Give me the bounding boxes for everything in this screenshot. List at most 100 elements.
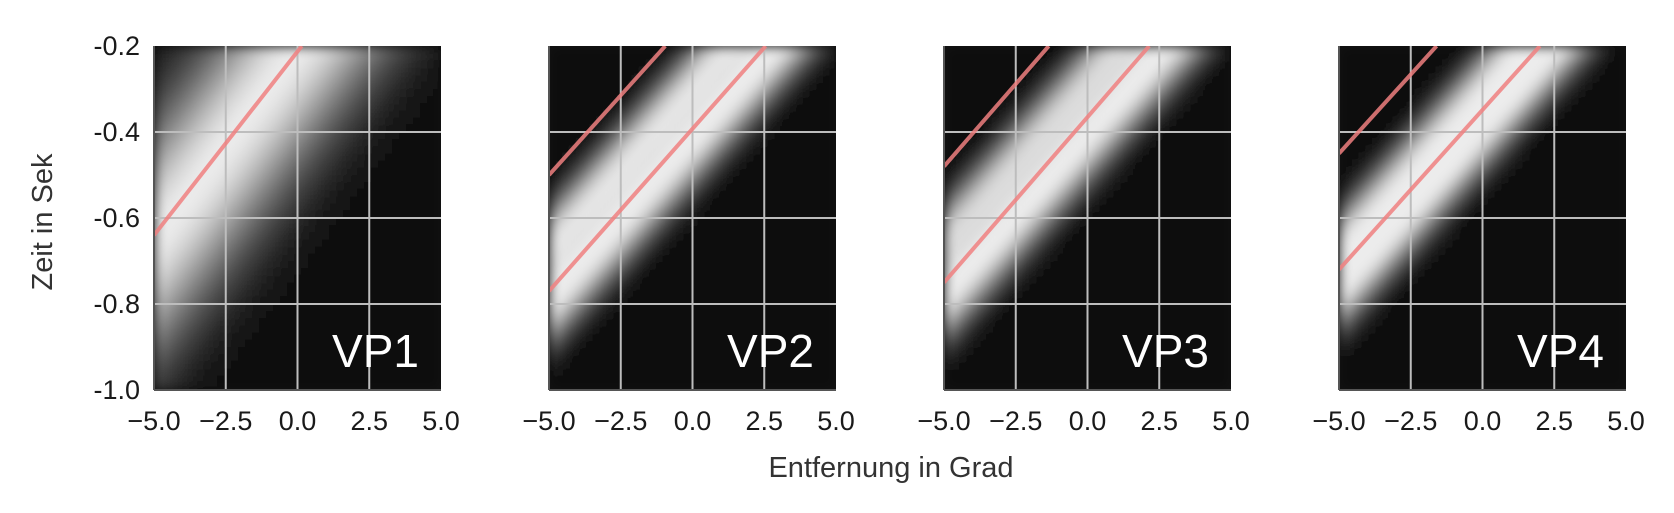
heatmap-cell bbox=[420, 160, 428, 169]
heatmap-cell bbox=[591, 311, 599, 320]
heatmap-cell bbox=[238, 311, 246, 320]
heatmap-cell bbox=[196, 146, 204, 155]
heatmap-cell bbox=[731, 60, 739, 69]
heatmap-cell bbox=[280, 196, 288, 205]
heatmap-cell bbox=[273, 132, 281, 140]
heatmap-cell bbox=[357, 175, 365, 183]
heatmap-cell bbox=[322, 67, 330, 76]
heatmap-cell bbox=[378, 296, 386, 305]
heatmap-cell bbox=[738, 232, 746, 241]
heatmap-cell bbox=[420, 81, 428, 90]
heatmap-cell bbox=[682, 139, 690, 148]
heatmap-cell bbox=[385, 74, 393, 83]
heatmap-cell bbox=[378, 110, 386, 119]
heatmap-cell bbox=[556, 182, 564, 191]
heatmap-cell bbox=[329, 311, 337, 320]
heatmap-cell bbox=[1175, 96, 1183, 105]
heatmap-cell bbox=[238, 139, 246, 148]
heatmap-cell bbox=[808, 196, 816, 205]
heatmap-cell bbox=[577, 81, 585, 90]
heatmap-cell bbox=[766, 203, 774, 212]
heatmap-cell bbox=[752, 81, 760, 90]
heatmap-cell bbox=[1203, 124, 1211, 133]
heatmap-cell bbox=[668, 296, 676, 305]
heatmap-cell bbox=[1147, 146, 1155, 155]
heatmap-cell bbox=[434, 325, 441, 334]
heatmap-cell bbox=[245, 318, 253, 327]
heatmap-cell bbox=[168, 318, 176, 327]
heatmap-cell bbox=[252, 261, 260, 269]
heatmap-cell bbox=[745, 239, 753, 248]
heatmap-cell bbox=[1203, 153, 1211, 162]
heatmap-cell bbox=[654, 46, 662, 54]
heatmap-cell bbox=[787, 261, 795, 269]
heatmap-cell bbox=[958, 46, 966, 54]
heatmap-cell bbox=[350, 103, 358, 112]
heatmap-cell bbox=[217, 60, 225, 69]
heatmap-cell bbox=[979, 203, 987, 212]
heatmap-cell bbox=[1007, 160, 1015, 169]
heatmap-cell bbox=[1105, 53, 1113, 62]
heatmap-cell bbox=[1154, 189, 1162, 198]
heatmap-cell bbox=[161, 160, 169, 169]
heatmap-cell bbox=[647, 203, 655, 212]
heatmap-cell bbox=[668, 268, 676, 277]
heatmap-cell bbox=[259, 53, 267, 62]
heatmap-cell bbox=[182, 282, 190, 291]
heatmap-cell bbox=[350, 210, 358, 219]
heatmap-cell bbox=[1105, 117, 1113, 126]
heatmap-cell bbox=[315, 189, 323, 198]
heatmap-cell bbox=[1105, 218, 1113, 226]
heatmap-cell bbox=[273, 289, 281, 298]
heatmap-cell bbox=[259, 210, 267, 219]
heatmap-cell bbox=[259, 304, 267, 312]
heatmap-cell bbox=[682, 289, 690, 298]
heatmap-cell bbox=[168, 289, 176, 298]
heatmap-cell bbox=[808, 89, 816, 97]
heatmap-cell bbox=[829, 74, 836, 83]
heatmap-cell bbox=[668, 368, 676, 377]
heatmap-cell bbox=[259, 60, 267, 69]
heatmap-cell bbox=[427, 81, 435, 90]
heatmap-cell bbox=[752, 268, 760, 277]
heatmap-cell bbox=[1070, 103, 1078, 112]
heatmap-cell bbox=[1210, 153, 1218, 162]
heatmap-cell bbox=[399, 253, 407, 262]
heatmap-cell bbox=[745, 46, 753, 54]
heatmap-cell bbox=[203, 304, 211, 312]
heatmap-cell bbox=[612, 74, 620, 83]
heatmap-cell bbox=[168, 296, 176, 305]
heatmap-cell bbox=[661, 182, 669, 191]
heatmap-cell bbox=[731, 103, 739, 112]
heatmap-cell bbox=[773, 311, 781, 320]
heatmap-cell bbox=[640, 218, 648, 226]
heatmap-cell bbox=[584, 182, 592, 191]
heatmap-cell bbox=[252, 203, 260, 212]
heatmap-cell bbox=[210, 253, 218, 262]
heatmap-cell bbox=[350, 167, 358, 176]
heatmap-cell bbox=[1098, 89, 1106, 97]
heatmap-cell bbox=[378, 289, 386, 298]
heatmap-cell bbox=[217, 325, 225, 334]
heatmap-cell bbox=[273, 139, 281, 148]
heatmap-cell bbox=[626, 103, 634, 112]
heatmap-cell bbox=[315, 196, 323, 205]
heatmap-cell bbox=[591, 289, 599, 298]
heatmap-cell bbox=[217, 96, 225, 105]
heatmap-cell bbox=[364, 253, 372, 262]
heatmap-cell bbox=[1133, 146, 1141, 155]
heatmap-cell bbox=[654, 332, 662, 341]
heatmap-cell bbox=[556, 53, 564, 62]
heatmap-cell bbox=[787, 96, 795, 105]
heatmap-cell bbox=[1035, 67, 1043, 76]
heatmap-cell bbox=[1133, 182, 1141, 191]
heatmap-cell bbox=[322, 246, 330, 255]
heatmap-cell bbox=[371, 175, 379, 183]
heatmap-cell bbox=[217, 225, 225, 234]
heatmap-cell bbox=[175, 124, 183, 133]
heatmap-cell bbox=[329, 246, 337, 255]
heatmap-cell bbox=[154, 53, 162, 62]
heatmap-cell bbox=[1161, 96, 1169, 105]
heatmap-cell bbox=[1224, 110, 1231, 119]
heatmap-cell bbox=[1042, 74, 1050, 83]
